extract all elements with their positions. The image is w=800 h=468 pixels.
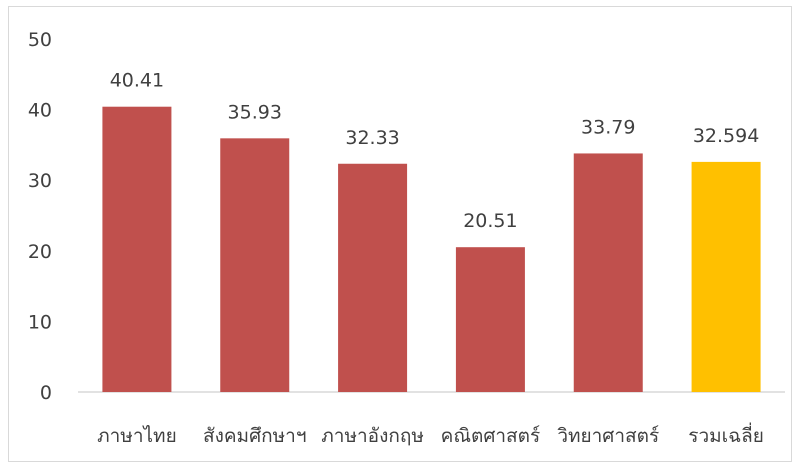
category-label: คณิตศาสตร์	[441, 425, 541, 447]
y-tick-label: 30	[28, 170, 52, 192]
category-label: ภาษาอังกฤษ	[321, 425, 424, 447]
category-label: ภาษาไทย	[97, 425, 177, 447]
y-axis: 0 10 20 30 40 50	[28, 29, 52, 404]
bar-5	[573, 153, 643, 392]
category-label: วิทยาศาสตร์	[557, 425, 659, 447]
category-label: สังคมศึกษาฯ	[203, 425, 307, 447]
bars	[102, 106, 761, 393]
y-tick-label: 0	[40, 382, 52, 404]
bar-6	[691, 161, 761, 392]
data-label: 40.41	[110, 70, 164, 92]
data-labels: 40.41 35.93 32.33 20.51 33.79 32.594	[110, 70, 760, 232]
y-tick-label: 40	[28, 100, 52, 122]
data-label: 32.33	[345, 127, 399, 149]
bar-4	[455, 247, 525, 392]
data-label: 33.79	[581, 116, 635, 138]
y-tick-label: 50	[28, 29, 52, 51]
data-label: 35.93	[228, 101, 282, 123]
y-tick-label: 20	[28, 241, 52, 263]
bar-2	[220, 138, 290, 392]
y-tick-label: 10	[28, 311, 52, 333]
category-labels: ภาษาไทย สังคมศึกษาฯ ภาษาอังกฤษ คณิตศาสตร์ วิ…	[97, 422, 764, 447]
bar-3	[338, 163, 408, 392]
category-label: รวมเฉลี่ย	[688, 422, 764, 447]
data-label: 32.594	[693, 125, 759, 147]
bar-1	[102, 106, 172, 393]
data-label: 20.51	[463, 210, 517, 232]
